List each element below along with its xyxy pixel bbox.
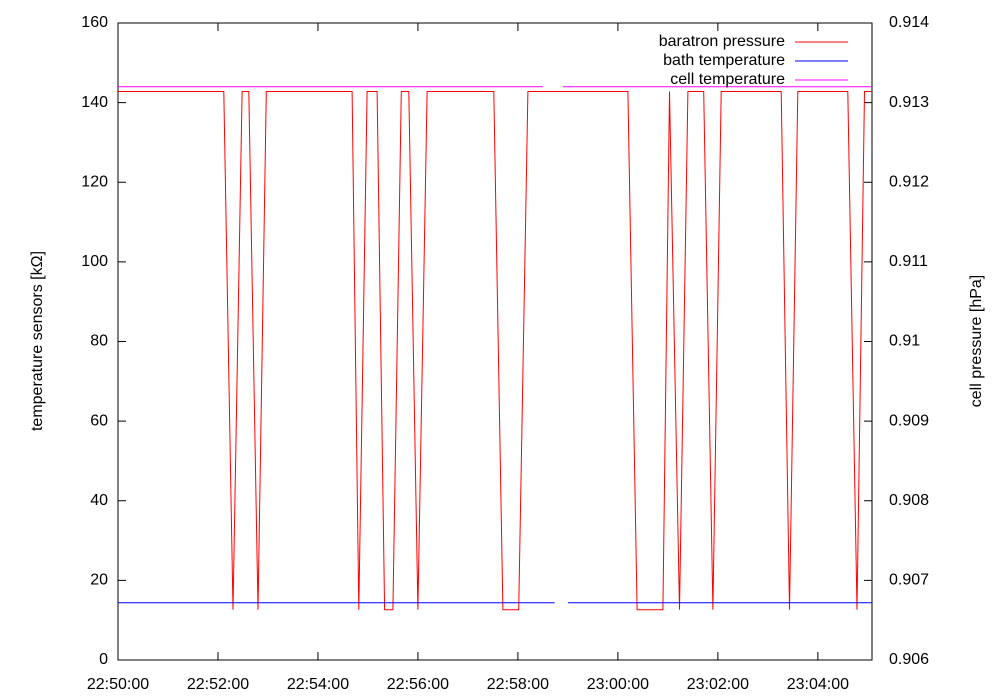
x-tick-label: 23:04:00 (787, 676, 849, 693)
x-tick-label: 22:56:00 (387, 676, 449, 693)
y2-axis-label: cell pressure [hPa] (968, 275, 985, 408)
y-axis-label: temperature sensors [kΩ] (29, 251, 46, 431)
plot-frame (117, 22, 873, 661)
legend-label: bath temperature (663, 52, 785, 69)
y-tick-label: 140 (81, 94, 108, 111)
y2-tick-label: 0.91 (889, 333, 920, 350)
x-tick-label: 22:54:00 (287, 676, 349, 693)
x-tick-label: 23:02:00 (687, 676, 749, 693)
x-tick-label: 23:00:00 (587, 676, 649, 693)
y2-tick-label: 0.908 (889, 492, 929, 509)
y2-tick-label: 0.907 (889, 572, 929, 589)
y2-tick-label: 0.906 (889, 651, 929, 668)
x-tick-label: 22:58:00 (487, 676, 549, 693)
y-tick-label: 40 (90, 492, 108, 509)
y-tick-label: 20 (90, 572, 108, 589)
y2-tick-label: 0.913 (889, 94, 929, 111)
x-tick-label: 22:52:00 (187, 676, 249, 693)
y-tick-label: 0 (99, 651, 108, 668)
y-tick-label: 100 (81, 253, 108, 270)
y2-tick-label: 0.914 (889, 14, 929, 31)
y-tick-label: 80 (90, 333, 108, 350)
y2-tick-label: 0.909 (889, 412, 929, 429)
legend-label: baratron pressure (659, 33, 785, 50)
x-tick-label: 22:50:00 (87, 676, 149, 693)
y2-tick-label: 0.912 (889, 173, 929, 190)
y-tick-label: 120 (81, 173, 108, 190)
y-tick-label: 60 (90, 412, 108, 429)
series-line (118, 91, 872, 611)
y-tick-label: 160 (81, 14, 108, 31)
legend-label: cell temperature (670, 71, 785, 88)
y2-tick-label: 0.911 (889, 253, 928, 270)
